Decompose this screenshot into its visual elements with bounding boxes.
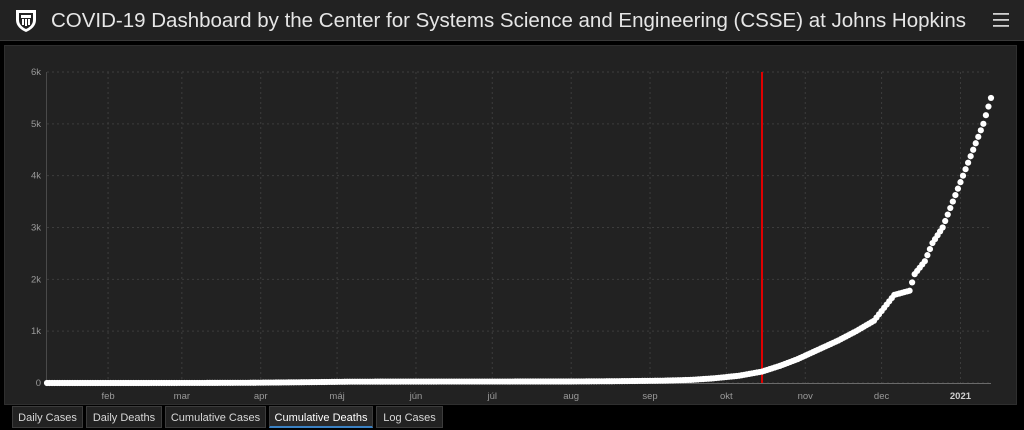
x-tick-label: jún [409, 391, 423, 402]
data-point [906, 287, 913, 294]
tab-daily-cases[interactable]: Daily Cases [12, 406, 83, 428]
x-tick-label: okt [720, 391, 733, 402]
data-point [924, 252, 931, 259]
data-point [972, 140, 979, 147]
tab-cumulative-cases[interactable]: Cumulative Cases [165, 406, 266, 428]
data-point [926, 246, 934, 253]
chart-axes: 0 1k 2k 3k 4k 5k 6k feb mar apr máj jún júl aug sep okt… [31, 67, 991, 402]
data-point [967, 153, 974, 160]
x-tick-label: dec [874, 391, 890, 402]
data-point [947, 204, 954, 212]
data-point [942, 217, 949, 225]
chart-grid [47, 71, 991, 384]
data-point [954, 185, 962, 192]
chart-points [43, 94, 995, 387]
data-point [944, 211, 951, 218]
y-tick-label: 4k [31, 171, 41, 182]
data-point [977, 127, 984, 134]
x-tick-label: júl [487, 391, 498, 402]
y-tick-label: 3k [31, 223, 41, 234]
chart-panel: 0 1k 2k 3k 4k 5k 6k feb mar apr máj jún júl aug sep okt… [4, 45, 1017, 405]
data-point [957, 179, 964, 186]
x-tick-label: nov [798, 391, 814, 402]
data-point [985, 103, 992, 110]
data-point [970, 146, 977, 153]
data-point [987, 94, 995, 102]
jhu-shield-icon [16, 10, 36, 32]
data-point [909, 279, 916, 286]
chart-tabs: Daily Cases Daily Deaths Cumulative Case… [0, 405, 1024, 430]
x-tick-label: 2021 [950, 391, 972, 402]
y-tick-label: 6k [31, 67, 41, 78]
data-point [975, 133, 982, 140]
data-point [980, 120, 987, 127]
data-point [949, 198, 956, 205]
header-bar: COVID-19 Dashboard by the Center for Sys… [0, 0, 1024, 41]
tab-cumulative-deaths[interactable]: Cumulative Deaths [269, 406, 373, 428]
data-point [962, 166, 969, 173]
hamburger-menu-icon[interactable] [992, 11, 1010, 29]
cumulative-deaths-chart: 0 1k 2k 3k 4k 5k 6k feb mar apr máj jún júl aug sep okt… [31, 67, 995, 402]
y-tick-label: 1k [31, 326, 41, 337]
data-point [939, 224, 946, 231]
tab-daily-deaths[interactable]: Daily Deaths [86, 406, 162, 428]
data-point [965, 159, 972, 166]
data-point [952, 192, 959, 199]
data-point [959, 172, 967, 179]
x-tick-label: aug [563, 391, 579, 402]
x-tick-label: máj [329, 391, 344, 402]
page-title: COVID-19 Dashboard by the Center for Sys… [51, 9, 966, 32]
data-point [921, 258, 928, 265]
x-tick-label: sep [642, 391, 657, 402]
y-tick-label: 0 [36, 378, 41, 389]
x-tick-label: apr [254, 391, 268, 402]
data-point [982, 112, 990, 119]
x-tick-label: feb [101, 391, 114, 402]
x-tick-label: mar [174, 391, 190, 402]
tab-log-cases[interactable]: Log Cases [376, 406, 443, 428]
y-tick-label: 5k [31, 119, 41, 130]
y-tick-label: 2k [31, 274, 41, 285]
